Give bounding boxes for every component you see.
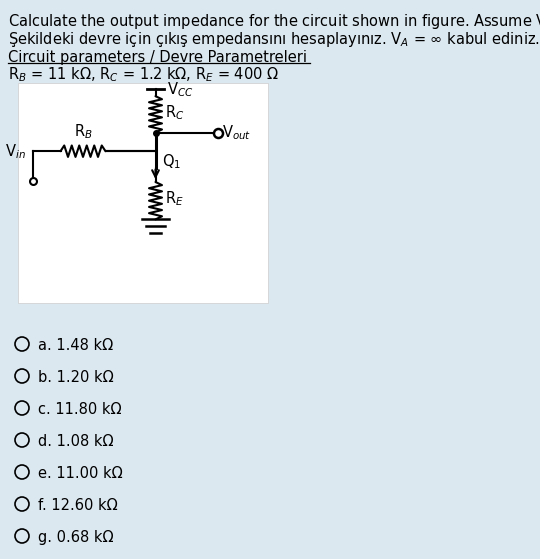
Text: c. 11.80 kΩ: c. 11.80 kΩ: [38, 402, 122, 417]
Text: V$_{in}$: V$_{in}$: [5, 142, 26, 160]
Text: e. 11.00 kΩ: e. 11.00 kΩ: [38, 466, 123, 481]
Text: R$_B$: R$_B$: [73, 122, 92, 141]
Text: R$_C$: R$_C$: [165, 103, 185, 121]
Text: R$_B$ = 11 kΩ, R$_C$ = 1.2 kΩ, R$_E$ = 400 Ω: R$_B$ = 11 kΩ, R$_C$ = 1.2 kΩ, R$_E$ = 4…: [8, 65, 279, 84]
Text: a. 1.48 kΩ: a. 1.48 kΩ: [38, 338, 113, 353]
Text: f. 12.60 kΩ: f. 12.60 kΩ: [38, 498, 118, 513]
Text: V$_{out}$: V$_{out}$: [222, 123, 252, 142]
Text: R$_E$: R$_E$: [165, 189, 184, 208]
Text: b. 1.20 kΩ: b. 1.20 kΩ: [38, 370, 113, 385]
Text: V$_{CC}$: V$_{CC}$: [167, 80, 193, 99]
Text: Q$_1$: Q$_1$: [163, 152, 181, 171]
Text: Şekildeki devre için çıkış empedansını hesaplayınız. V$_A$ = ∞ kabul ediniz.: Şekildeki devre için çıkış empedansını h…: [8, 30, 540, 49]
Text: Circuit parameters / Devre Parametreleri: Circuit parameters / Devre Parametreleri: [8, 50, 307, 65]
Text: d. 1.08 kΩ: d. 1.08 kΩ: [38, 434, 113, 449]
Text: Calculate the output impedance for the circuit shown in figure. Assume V$_A$ = ∞: Calculate the output impedance for the c…: [8, 12, 540, 31]
FancyBboxPatch shape: [18, 83, 268, 303]
Text: g. 0.68 kΩ: g. 0.68 kΩ: [38, 530, 113, 545]
